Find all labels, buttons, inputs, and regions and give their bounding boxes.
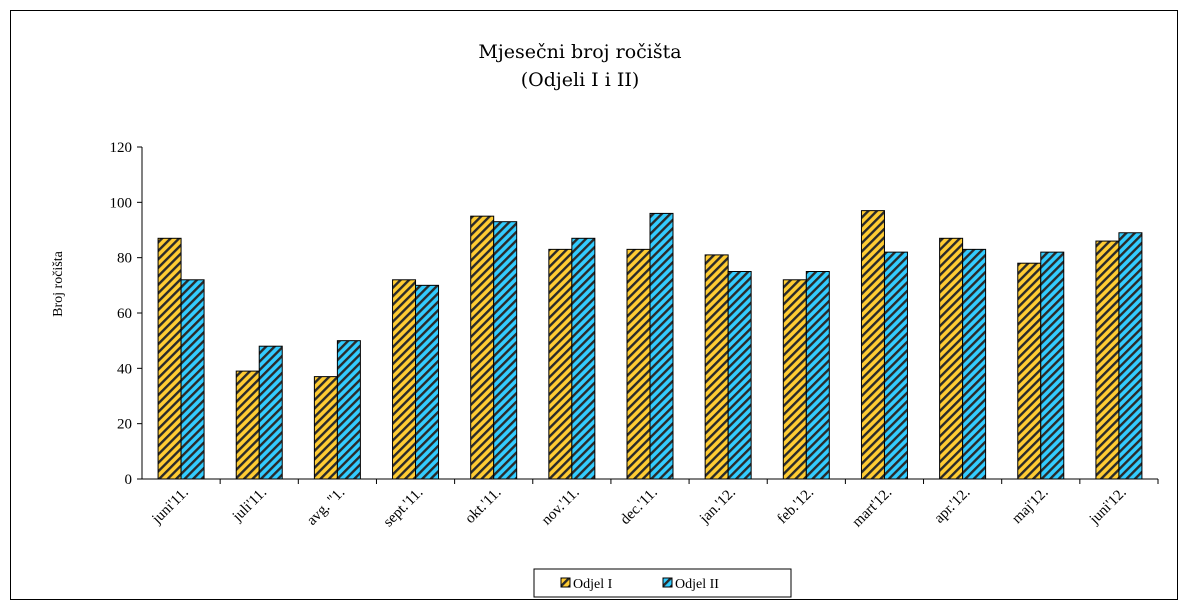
bar-odjel-2 xyxy=(571,237,596,480)
bar-odjel-1 xyxy=(392,279,417,480)
x-tick-label: avg. "1. xyxy=(304,485,348,529)
bar-odjel-1 xyxy=(235,370,260,480)
y-tick-label: 40 xyxy=(117,361,132,377)
bar-odjel-2 xyxy=(258,345,283,480)
x-tick-label: feb.'12. xyxy=(774,485,817,528)
x-tick-label: sept.'11. xyxy=(381,485,427,531)
y-tick-label: 100 xyxy=(110,195,133,211)
x-tick-label: nov.'11. xyxy=(539,485,583,529)
bar-odjel-1 xyxy=(626,248,651,480)
bar-odjel-2 xyxy=(1040,251,1065,480)
bars-group xyxy=(157,210,1143,480)
y-tick-label: 120 xyxy=(110,140,133,156)
bar-odjel-1 xyxy=(313,376,338,480)
y-tick-label: 0 xyxy=(125,472,133,488)
bar-odjel-2 xyxy=(180,279,205,480)
x-tick-label: juni'11. xyxy=(149,485,192,528)
x-axis: juni'11. juli'11. avg. "1. sept.'11. okt.'11… xyxy=(149,479,1159,531)
y-axis-label: Broj ročišta xyxy=(51,250,66,316)
y-tick-label: 20 xyxy=(117,417,132,433)
x-tick-label: jan.'12. xyxy=(696,485,739,528)
bar-odjel-2 xyxy=(493,221,518,480)
bar-odjel-1 xyxy=(548,248,573,480)
bar-odjel-2 xyxy=(883,251,908,480)
bar-odjel-1 xyxy=(704,254,729,480)
chart-subtitle: (Odjeli I i II) xyxy=(521,69,640,91)
bar-odjel-2 xyxy=(962,248,987,480)
x-tick-label: juni'12. xyxy=(1086,485,1130,529)
bar-odjel-1 xyxy=(1017,262,1042,480)
bar-odjel-1 xyxy=(1095,240,1120,480)
y-tick-label: 60 xyxy=(117,306,132,322)
x-tick-label: juli'11. xyxy=(229,485,270,526)
legend-box xyxy=(533,568,792,598)
chart-title: Mjesečni broj ročišta xyxy=(478,41,681,63)
legend-swatch-odjel-1 xyxy=(560,577,571,588)
x-tick-label: maj'12. xyxy=(1009,485,1051,527)
bar-odjel-1 xyxy=(782,279,807,480)
legend: Odjel I Odjel II xyxy=(533,568,792,598)
bar-odjel-1 xyxy=(470,215,495,480)
bar-odjel-1 xyxy=(157,237,182,480)
x-tick-label: okt.'11. xyxy=(462,485,504,527)
x-tick-label: mart'12. xyxy=(849,485,895,531)
bar-odjel-2 xyxy=(727,271,752,480)
y-axis: 0 20 40 60 80 100 120 xyxy=(110,140,142,488)
bar-odjel-2 xyxy=(336,340,361,480)
legend-label-odjel-2: Odjel II xyxy=(675,577,719,592)
y-tick-label: 80 xyxy=(117,251,132,267)
x-tick-label: apr.'12. xyxy=(931,485,973,527)
bar-odjel-2 xyxy=(649,212,674,480)
bar-odjel-2 xyxy=(805,271,830,480)
bar-odjel-1 xyxy=(860,210,885,480)
x-tick-label: dec.'11. xyxy=(617,485,660,528)
legend-swatch-odjel-2 xyxy=(662,577,673,588)
bar-odjel-1 xyxy=(939,237,964,480)
legend-label-odjel-1: Odjel I xyxy=(573,577,613,592)
bar-odjel-2 xyxy=(1118,232,1143,480)
bar-odjel-2 xyxy=(415,284,440,480)
